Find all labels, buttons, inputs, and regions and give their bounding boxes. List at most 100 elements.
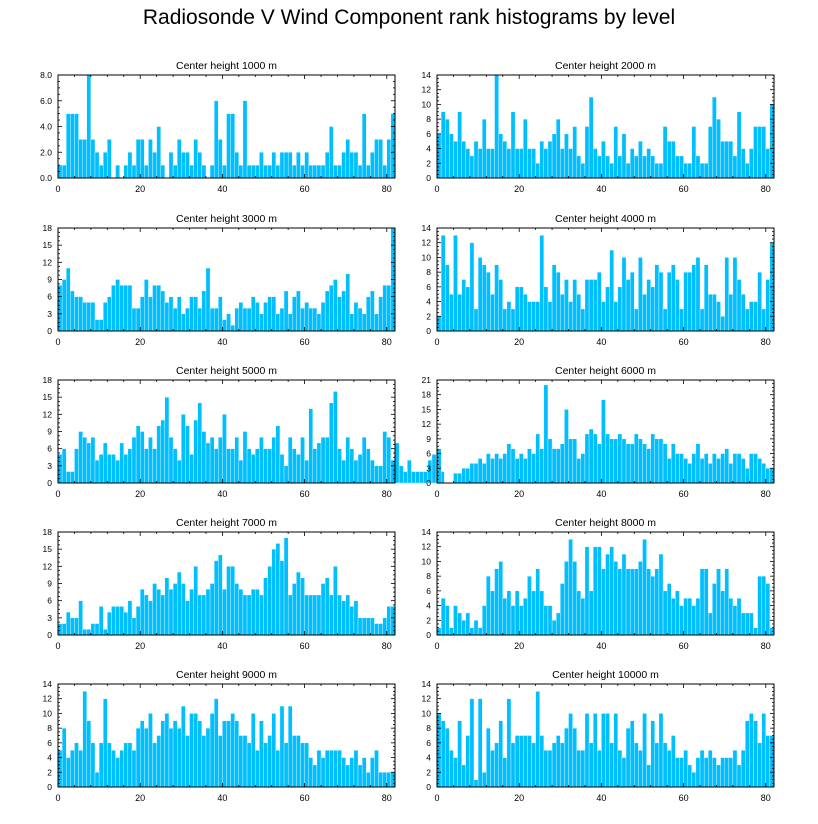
histogram-bar (757, 742, 762, 788)
histogram-bar (625, 568, 631, 636)
histogram-bar (650, 433, 655, 484)
histogram-bar (556, 118, 561, 179)
histogram-bar (271, 152, 276, 179)
histogram-bar (341, 152, 346, 179)
histogram-bar (465, 612, 471, 636)
histogram-bar (115, 606, 120, 636)
histogram-bar (127, 285, 133, 332)
histogram-bar (539, 141, 545, 179)
histogram-bar (601, 568, 606, 636)
histogram-bar (671, 264, 676, 332)
axis-ticks (57, 683, 395, 788)
x-tick-label: 80 (761, 489, 771, 499)
histogram-bar (708, 126, 713, 179)
histogram-bar (230, 325, 235, 332)
y-tick-label: 0 (47, 630, 52, 640)
histogram-bar (625, 279, 631, 332)
histogram-bar (617, 433, 623, 484)
histogram-bar (168, 152, 174, 179)
histogram-bar (164, 577, 170, 636)
histogram-bar (382, 431, 387, 484)
y-tick-label: 12 (43, 561, 53, 571)
histogram-bar (222, 589, 227, 636)
histogram-bar (329, 750, 334, 788)
histogram-bar (477, 698, 483, 788)
histogram-bar (308, 307, 313, 332)
histogram-bar (78, 431, 83, 484)
histogram-bar (519, 453, 524, 484)
histogram-bar (238, 302, 244, 332)
panel-title: Center height 6000 m (555, 365, 656, 377)
x-tick-label: 80 (382, 184, 392, 194)
y-tick-label: 8 (426, 267, 431, 277)
histogram-bar (349, 152, 355, 179)
histogram-bar (564, 727, 569, 788)
histogram-bar (94, 319, 100, 332)
histogram-bar (82, 302, 87, 332)
histogram-bar (740, 294, 746, 332)
histogram-bar (597, 271, 602, 332)
histogram-bar (135, 307, 141, 332)
bars (57, 74, 396, 179)
histogram-bar (646, 279, 651, 332)
histogram-bar (469, 242, 475, 332)
y-tick-label: 2 (426, 767, 431, 777)
histogram-bar (127, 152, 133, 179)
histogram-bar (658, 271, 664, 332)
y-tick-label: 0 (426, 630, 431, 640)
histogram-bar (617, 750, 623, 788)
histogram-bar (679, 155, 684, 179)
histogram-bar (127, 600, 133, 636)
histogram-bar (753, 720, 758, 788)
histogram-bar (164, 713, 170, 788)
histogram-bar (506, 590, 512, 636)
histogram-bar (127, 448, 133, 484)
histogram-bar (642, 713, 647, 788)
histogram-bar (535, 433, 540, 484)
histogram-bar (370, 757, 375, 788)
histogram-bar (473, 463, 479, 484)
histogram-bar (580, 453, 586, 484)
histogram-bar (765, 148, 771, 179)
histogram-bar (275, 313, 281, 332)
histogram-bar (457, 720, 462, 788)
histogram-bar (486, 148, 491, 179)
histogram-bar (613, 301, 619, 332)
histogram-bar (679, 308, 684, 332)
histogram-bar (66, 267, 71, 332)
histogram-bar (613, 713, 619, 788)
histogram-bar (477, 627, 483, 636)
histogram-bar (461, 764, 466, 788)
histogram-bar (440, 111, 446, 179)
x-tick-label: 40 (596, 489, 606, 499)
histogram-bar (345, 273, 350, 332)
histogram-bar (86, 442, 92, 484)
histogram-bar (576, 750, 582, 788)
histogram-bar (699, 568, 705, 636)
histogram-bar (296, 735, 301, 788)
histogram-bar (287, 152, 293, 179)
histogram-bar (382, 617, 387, 636)
histogram-bar (634, 433, 639, 484)
histogram-bar (683, 750, 688, 788)
histogram-bar (560, 294, 565, 332)
histogram-bar (172, 307, 178, 332)
histogram-bar (683, 271, 688, 332)
histogram-bar (486, 453, 491, 484)
histogram-bar (357, 454, 363, 484)
histogram-bar (82, 437, 87, 484)
histogram-bar (111, 454, 116, 484)
histogram-bar (107, 611, 112, 636)
x-tick-label: 60 (679, 793, 689, 803)
histogram-bar (275, 425, 281, 484)
histogram-bar (329, 594, 334, 636)
histogram-bar (469, 155, 475, 179)
axis-ticks (57, 531, 395, 636)
histogram-bar (242, 735, 248, 788)
histogram-bar (510, 111, 516, 179)
histogram-bar (580, 750, 586, 788)
y-tick-label: 0 (47, 478, 52, 488)
histogram-bar (720, 141, 725, 179)
histogram-bar (482, 264, 487, 332)
histogram-bar (259, 720, 264, 788)
